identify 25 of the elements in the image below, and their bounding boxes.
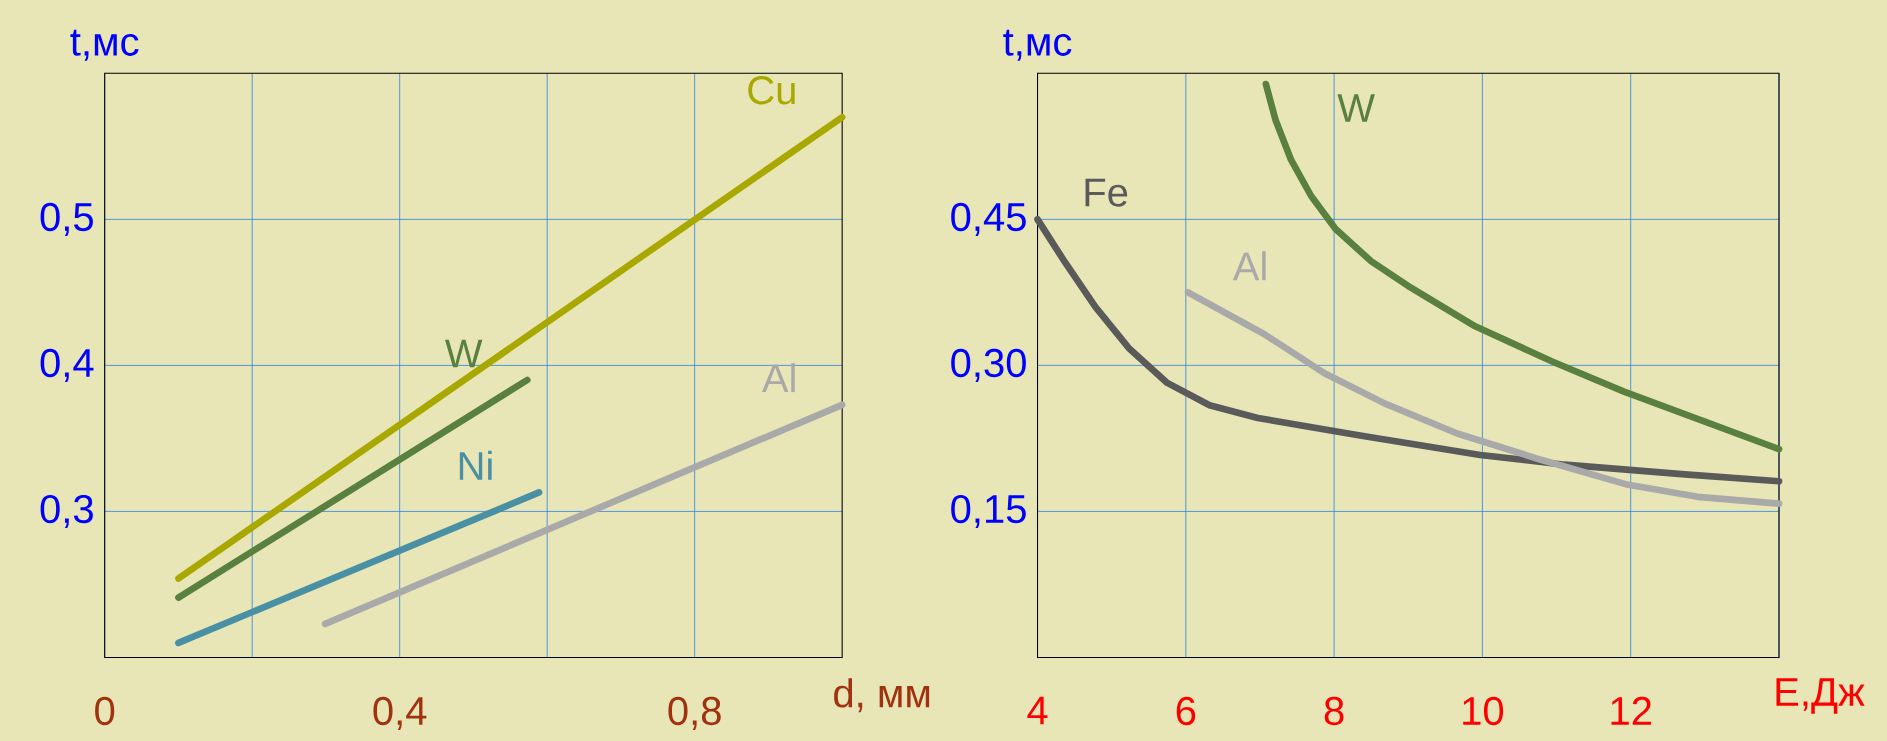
y-tick-label: 0,45 [951, 202, 1026, 236]
x-axis-title: Е,Дж [1776, 678, 1865, 714]
y-tick-label: 0,4 [40, 348, 94, 382]
series-label: Al [761, 363, 795, 393]
x-tick-label: 12 [1611, 696, 1651, 725]
y-tick-label: 0,15 [951, 494, 1026, 528]
x-tick-label: 0,8 [668, 696, 721, 730]
x-tick-label: 0 [95, 696, 115, 726]
series-label: Al [1232, 251, 1266, 281]
y-tick-label: 0,3 [40, 494, 93, 528]
x-tick-label: 4 [1027, 696, 1048, 725]
series-label: Fe [1085, 178, 1128, 207]
x-tick-label: 0,4 [373, 696, 427, 730]
x-tick-label: 6 [1176, 696, 1196, 726]
series-label: W [1337, 94, 1375, 122]
y-tick-label: 0,30 [951, 348, 1026, 382]
x-axis-title: d, мм [834, 678, 930, 713]
series-label: Cu [748, 76, 795, 105]
y-axis-title: t,мс [1003, 29, 1072, 61]
series-label: Ni [459, 450, 492, 480]
y-axis-title: t,мс [70, 29, 139, 61]
series-label: W [444, 339, 483, 368]
x-tick-label: 10 [1463, 696, 1504, 726]
y-tick-label: 0,5 [40, 202, 93, 236]
x-tick-label: 8 [1324, 696, 1344, 726]
